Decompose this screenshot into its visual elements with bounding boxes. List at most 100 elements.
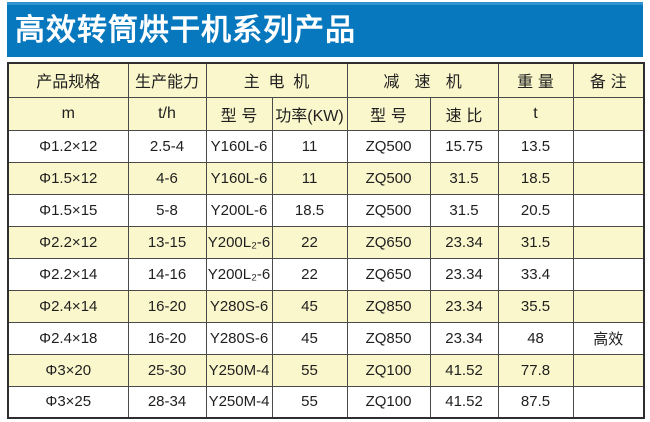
col-header-capacity: 生产能力: [127, 62, 207, 98]
cell-spec: Φ1.2×12: [7, 129, 129, 163]
subcol-motor-model: 型号: [205, 96, 273, 131]
cell-motor-power: 22: [271, 257, 348, 291]
cell-motor-model: Y250M-4: [205, 385, 273, 419]
header-row-groups: 产品规格 生产能力 主电机 减速机 重量 备注: [7, 62, 645, 98]
cell-motor-power: 45: [271, 321, 348, 355]
cell-reducer-model: ZQ100: [346, 385, 431, 419]
table-row: Φ1.2×12 2.5-4 Y160L-6 11 ZQ500 15.75 13.…: [7, 129, 645, 163]
cell-motor-model: Y250M-4: [205, 353, 273, 387]
cell-motor-power: 55: [271, 353, 348, 387]
cell-speed-ratio: 23.34: [429, 289, 499, 323]
cell-weight: 20.5: [497, 193, 574, 227]
cell-spec: Φ3×20: [7, 353, 129, 387]
cell-remark: [572, 385, 645, 419]
cell-weight: 31.5: [497, 225, 574, 259]
cell-speed-ratio: 31.5: [429, 161, 499, 195]
cell-motor-model: Y200L₂-6: [205, 257, 273, 291]
unit-spec: m: [7, 96, 129, 131]
cell-motor-power: 45: [271, 289, 348, 323]
cell-weight: 18.5: [497, 161, 574, 195]
table-row: Φ3×20 25-30 Y250M-4 55 ZQ100 41.52 77.8: [7, 353, 645, 387]
col-header-weight: 重量: [497, 62, 574, 98]
cell-capacity: 16-20: [127, 321, 207, 355]
cell-motor-model: Y200L-6: [205, 193, 273, 227]
cell-reducer-model: ZQ850: [346, 321, 431, 355]
cell-motor-model: Y160L-6: [205, 161, 273, 195]
col-header-reducer: 减速机: [346, 62, 499, 98]
cell-spec: Φ2.4×18: [7, 321, 129, 355]
cell-capacity: 4-6: [127, 161, 207, 195]
cell-motor-power: 11: [271, 161, 348, 195]
cell-speed-ratio: 15.75: [429, 129, 499, 163]
cell-speed-ratio: 23.34: [429, 257, 499, 291]
cell-speed-ratio: 41.52: [429, 385, 499, 419]
cell-remark: [572, 225, 645, 259]
cell-capacity: 13-15: [127, 225, 207, 259]
cell-motor-power: 11: [271, 129, 348, 163]
cell-remark: [572, 161, 645, 195]
cell-weight: 13.5: [497, 129, 574, 163]
title-banner: 高效转筒烘干机系列产品: [7, 2, 643, 57]
cell-capacity: 28-34: [127, 385, 207, 419]
cell-remark: 高效: [572, 321, 645, 355]
table-row: Φ2.4×18 16-20 Y280S-6 45 ZQ850 23.34 48 …: [7, 321, 645, 355]
table-row: Φ1.5×15 5-8 Y200L-6 18.5 ZQ500 31.5 20.5: [7, 193, 645, 227]
col-header-main-motor: 主电机: [205, 62, 348, 98]
unit-remark: [572, 96, 645, 131]
cell-reducer-model: ZQ100: [346, 353, 431, 387]
subcol-speed-ratio: 速比: [429, 96, 499, 131]
cell-reducer-model: ZQ500: [346, 129, 431, 163]
cell-remark: [572, 289, 645, 323]
cell-motor-power: 22: [271, 225, 348, 259]
cell-reducer-model: ZQ650: [346, 225, 431, 259]
cell-motor-model: Y200L₂-6: [205, 225, 273, 259]
cell-capacity: 16-20: [127, 289, 207, 323]
cell-reducer-model: ZQ850: [346, 289, 431, 323]
cell-capacity: 5-8: [127, 193, 207, 227]
cell-motor-model: Y280S-6: [205, 289, 273, 323]
cell-weight: 48: [497, 321, 574, 355]
cell-weight: 33.4: [497, 257, 574, 291]
product-spec-table: 产品规格 生产能力 主电机 减速机 重量 备注 m t/h 型号 功率(KW) …: [7, 62, 646, 419]
unit-weight: t: [497, 96, 574, 131]
cell-spec: Φ2.2×12: [7, 225, 129, 259]
cell-weight: 87.5: [497, 385, 574, 419]
col-header-spec: 产品规格: [7, 62, 129, 98]
cell-speed-ratio: 41.52: [429, 353, 499, 387]
subcol-reducer-model: 型号: [346, 96, 431, 131]
subcol-motor-power: 功率(KW): [271, 96, 348, 131]
table-row: Φ2.2×14 14-16 Y200L₂-6 22 ZQ650 23.34 33…: [7, 257, 645, 291]
cell-reducer-model: ZQ500: [346, 161, 431, 195]
table-row: Φ1.5×12 4-6 Y160L-6 11 ZQ500 31.5 18.5: [7, 161, 645, 195]
cell-motor-model: Y280S-6: [205, 321, 273, 355]
unit-capacity: t/h: [127, 96, 207, 131]
cell-spec: Φ1.5×12: [7, 161, 129, 195]
header-row-units: m t/h 型号 功率(KW) 型号 速比 t: [7, 96, 645, 131]
cell-motor-power: 18.5: [271, 193, 348, 227]
cell-weight: 35.5: [497, 289, 574, 323]
cell-capacity: 14-16: [127, 257, 207, 291]
cell-motor-model: Y160L-6: [205, 129, 273, 163]
cell-capacity: 2.5-4: [127, 129, 207, 163]
cell-speed-ratio: 23.34: [429, 225, 499, 259]
cell-remark: [572, 193, 645, 227]
cell-capacity: 25-30: [127, 353, 207, 387]
cell-speed-ratio: 23.34: [429, 321, 499, 355]
cell-weight: 77.8: [497, 353, 574, 387]
table-row: Φ2.4×14 16-20 Y280S-6 45 ZQ850 23.34 35.…: [7, 289, 645, 323]
cell-spec: Φ3×25: [7, 385, 129, 419]
cell-remark: [572, 129, 645, 163]
cell-motor-power: 55: [271, 385, 348, 419]
table-row: Φ2.2×12 13-15 Y200L₂-6 22 ZQ650 23.34 31…: [7, 225, 645, 259]
cell-spec: Φ2.2×14: [7, 257, 129, 291]
cell-speed-ratio: 31.5: [429, 193, 499, 227]
cell-remark: [572, 257, 645, 291]
cell-spec: Φ2.4×14: [7, 289, 129, 323]
cell-reducer-model: ZQ650: [346, 257, 431, 291]
col-header-remark: 备注: [572, 62, 645, 98]
table-row: Φ3×25 28-34 Y250M-4 55 ZQ100 41.52 87.5: [7, 385, 645, 419]
cell-reducer-model: ZQ500: [346, 193, 431, 227]
cell-remark: [572, 353, 645, 387]
cell-spec: Φ1.5×15: [7, 193, 129, 227]
